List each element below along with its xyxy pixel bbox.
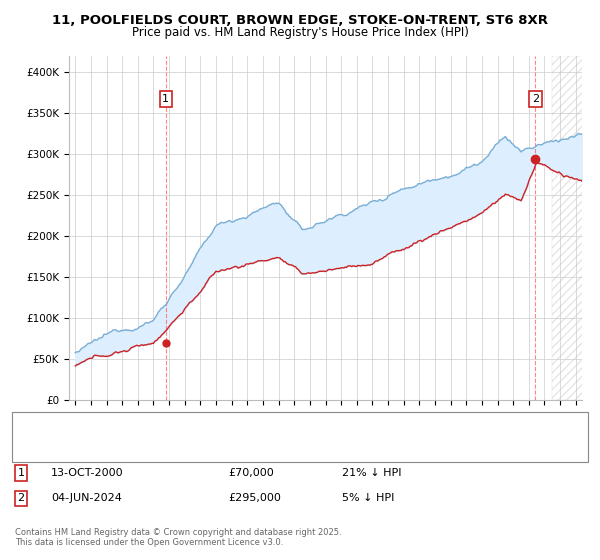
Text: 5% ↓ HPI: 5% ↓ HPI <box>342 493 394 503</box>
Text: 2: 2 <box>17 493 25 503</box>
Text: ─────: ───── <box>27 412 61 422</box>
Text: ─────: ───── <box>27 429 61 439</box>
Text: HPI: Average price, detached house, Staffordshire Moorlands: HPI: Average price, detached house, Staf… <box>78 429 382 439</box>
Text: 1: 1 <box>163 94 169 104</box>
Text: 13-OCT-2000: 13-OCT-2000 <box>51 468 124 478</box>
Text: 11, POOLFIELDS COURT, BROWN EDGE, STOKE-ON-TRENT, ST6 8XR: 11, POOLFIELDS COURT, BROWN EDGE, STOKE-… <box>52 14 548 27</box>
Text: 2: 2 <box>532 94 539 104</box>
Text: 21% ↓ HPI: 21% ↓ HPI <box>342 468 401 478</box>
Text: 04-JUN-2024: 04-JUN-2024 <box>51 493 122 503</box>
Text: Price paid vs. HM Land Registry's House Price Index (HPI): Price paid vs. HM Land Registry's House … <box>131 26 469 39</box>
Text: 1: 1 <box>17 468 25 478</box>
Text: Contains HM Land Registry data © Crown copyright and database right 2025.
This d: Contains HM Land Registry data © Crown c… <box>15 528 341 547</box>
Text: £70,000: £70,000 <box>228 468 274 478</box>
Text: 11, POOLFIELDS COURT, BROWN EDGE, STOKE-ON-TRENT, ST6 8XR (detached house): 11, POOLFIELDS COURT, BROWN EDGE, STOKE-… <box>78 412 505 422</box>
Text: £295,000: £295,000 <box>228 493 281 503</box>
